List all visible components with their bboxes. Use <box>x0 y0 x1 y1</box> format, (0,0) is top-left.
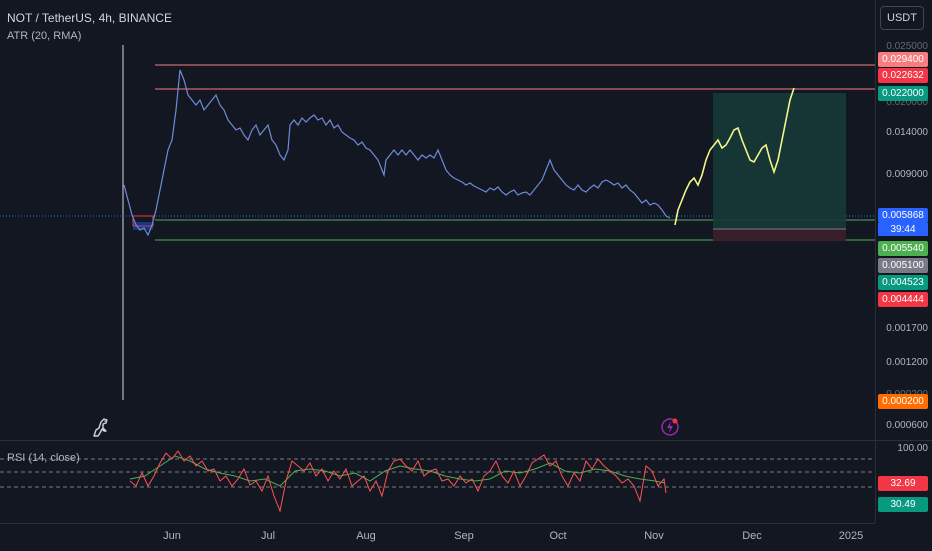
price-badge: 0.005540 <box>878 241 928 256</box>
target-zone <box>713 93 846 229</box>
price-badge: 0.004523 <box>878 275 928 290</box>
price-badge: 0.022632 <box>878 68 928 83</box>
price-badge: 0.004444 <box>878 292 928 307</box>
last-price-badge: 0.005868 <box>878 208 928 223</box>
price-badge: 0.005100 <box>878 258 928 273</box>
rsi-level-label: 100.00 <box>897 443 928 454</box>
rsi-value-badge: 32.69 <box>878 476 928 491</box>
time-label: Oct <box>549 530 567 542</box>
time-label: Dec <box>742 530 762 542</box>
price-badge: 0.022000 <box>878 86 928 101</box>
price-badge: 0.000200 <box>878 394 928 409</box>
lightning-event-icon[interactable] <box>660 417 680 437</box>
price-tick: 0.014000 <box>886 127 928 138</box>
rsi-ma-line <box>129 455 666 487</box>
price-tick: 0.001700 <box>886 323 928 334</box>
rsi-title[interactable]: RSI (14, close) <box>7 452 80 464</box>
price-series-line <box>123 69 671 237</box>
currency-button[interactable]: USDT <box>880 6 924 30</box>
tradingview-dino-icon <box>93 418 108 437</box>
rsi-pane[interactable] <box>0 441 875 523</box>
countdown-badge: 39:44 <box>878 223 928 236</box>
symbol-title[interactable]: NOT / TetherUS, 4h, BINANCE <box>7 11 172 25</box>
time-label: 2025 <box>838 530 864 542</box>
price-tick: 0.025000 <box>886 41 928 52</box>
time-label: Nov <box>644 530 664 542</box>
range-marker-fill <box>133 222 153 230</box>
price-tick: 0.001200 <box>886 357 928 368</box>
projection-line <box>674 87 795 226</box>
rsi-line <box>129 450 667 513</box>
time-axis[interactable] <box>0 523 875 551</box>
price-tick: 0.020000 <box>886 97 928 108</box>
time-label: Aug <box>356 530 376 542</box>
time-label: Jun <box>163 530 181 542</box>
price-badge: 0.029400 <box>878 52 928 67</box>
price-tick: 0.009000 <box>886 169 928 180</box>
price-chart[interactable] <box>0 0 875 523</box>
indicator-title[interactable]: ATR (20, RMA) <box>7 30 82 42</box>
time-label: Sep <box>454 530 474 542</box>
time-label: Jul <box>260 530 276 542</box>
price-tick: 0.000600 <box>886 420 928 431</box>
rsi-ma-badge: 30.49 <box>878 497 928 512</box>
stop-zone <box>713 229 846 241</box>
pane-separator[interactable] <box>0 440 932 441</box>
